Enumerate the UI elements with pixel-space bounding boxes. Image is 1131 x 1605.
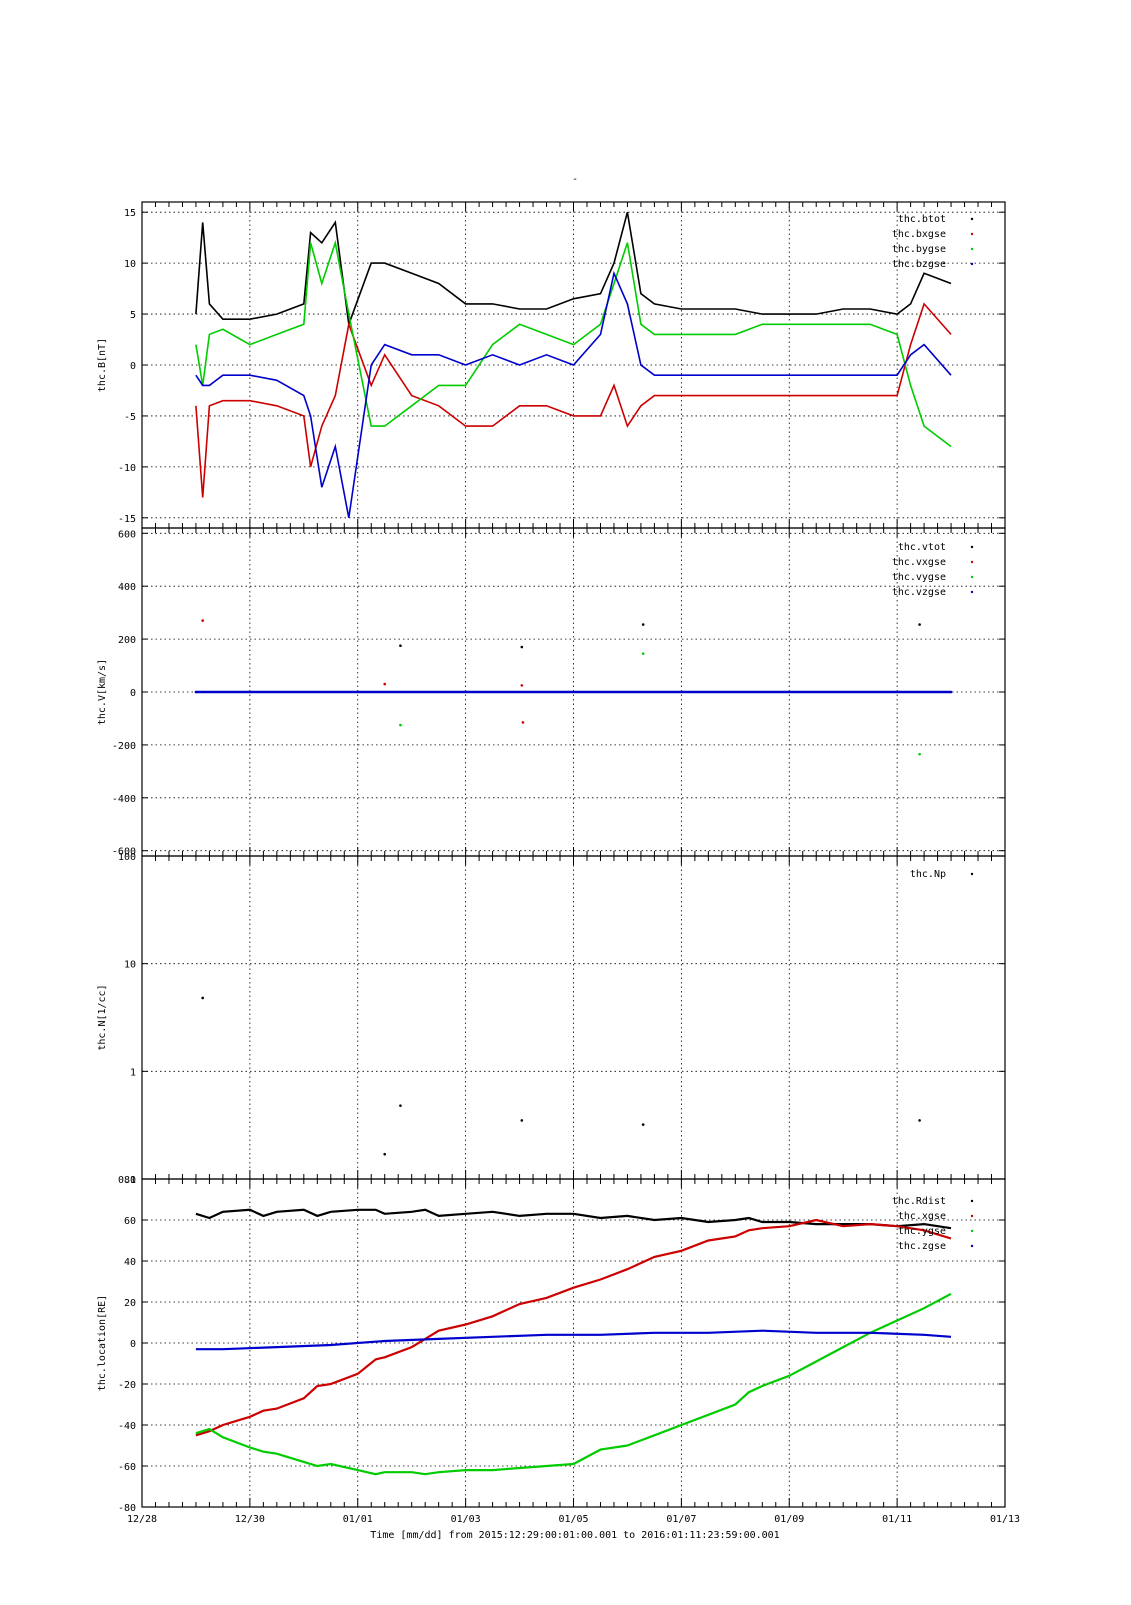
legend-marker (970, 590, 974, 594)
data-point (383, 1152, 387, 1156)
x-tick-label: 01/13 (990, 1514, 1020, 1525)
legend-label: thc.vygse (892, 572, 946, 583)
series-line-thc-bxgse (195, 302, 952, 498)
x-tick-label: 01/05 (558, 1514, 588, 1525)
series-line-thc-bygse (195, 239, 952, 448)
series-line-thc-xgse (195, 1218, 952, 1437)
y-tick-label: 15 (124, 208, 136, 219)
y-tick-label: 60 (124, 1216, 136, 1227)
legend-label: thc.Np (910, 869, 946, 880)
legend-label: thc.zgse (898, 1241, 946, 1252)
data-point (641, 623, 645, 626)
series-line-thc-Rdist (195, 1208, 952, 1230)
y-tick-label: 100 (118, 852, 136, 863)
data-point (520, 645, 524, 649)
legend-label: thc.vtot (898, 542, 946, 553)
legend-label: thc.vzgse (892, 587, 946, 598)
x-tick-label: 12/28 (127, 1514, 157, 1525)
y-axis-label: thc.N[1/cc] (97, 984, 108, 1050)
legend-label: thc.vxgse (892, 557, 946, 568)
legend-marker (970, 575, 974, 579)
x-tick-label: 01/07 (666, 1514, 696, 1525)
x-axis-label: Time [mm/dd] from 2015:12:29:00:01:00.00… (370, 1530, 779, 1541)
series-line-thc-bzgse (195, 270, 952, 518)
y-tick-label: 0 (130, 1339, 136, 1350)
y-tick-label: -600 (112, 847, 136, 858)
data-point (520, 1119, 524, 1122)
y-tick-label: 400 (118, 582, 136, 593)
y-tick-label: -200 (112, 741, 136, 752)
series-line-thc-ygse (195, 1292, 952, 1476)
y-tick-label: -60 (118, 1462, 136, 1473)
y-axis-label: thc.B[nT] (97, 338, 108, 392)
legend-marker (970, 560, 974, 564)
y-tick-label: -80 (118, 1503, 136, 1514)
y-axis-label: thc.location[RE] (97, 1295, 108, 1391)
y-tick-label: -40 (118, 1421, 136, 1432)
data-point (399, 644, 402, 648)
data-point (194, 690, 198, 694)
legend-marker (970, 247, 974, 251)
y-tick-label: 1 (130, 1067, 136, 1078)
y-tick-label: 200 (118, 635, 136, 646)
series-line-thc-zgse (195, 1329, 952, 1351)
legend-label: thc.Rdist (892, 1196, 946, 1207)
panel-frame (141, 1178, 1006, 1508)
x-tick-label: 01/01 (343, 1514, 373, 1525)
legend-marker (970, 262, 974, 266)
legend-marker (970, 1229, 974, 1233)
y-tick-label: -15 (118, 514, 136, 525)
legend-marker (970, 1214, 974, 1218)
y-tick-label: 10 (124, 259, 136, 270)
data-point (918, 623, 921, 626)
data-point (641, 652, 645, 655)
legend-label: thc.bzgse (892, 259, 946, 270)
y-tick-label: 10 (124, 960, 136, 971)
legend-label: thc.bxgse (892, 229, 946, 240)
x-tick-label: 12/30 (235, 1514, 265, 1525)
y-tick-label: 40 (124, 1257, 136, 1268)
x-tick-label: 01/09 (774, 1514, 804, 1525)
legend-label: thc.bygse (892, 244, 946, 255)
data-point (520, 684, 524, 687)
legend-marker (970, 217, 974, 221)
y-tick-label: 20 (124, 1298, 136, 1309)
y-axis-label: thc.V[km/s] (97, 659, 108, 725)
data-point (201, 996, 204, 1000)
legend-label: thc.ygse (898, 1226, 946, 1237)
data-point (641, 1123, 645, 1126)
y-tick-label: 600 (118, 529, 136, 540)
legend-label: thc.btot (898, 214, 946, 225)
y-tick-label: -400 (112, 794, 136, 805)
x-tick-label: 01/03 (451, 1514, 481, 1525)
data-point (918, 1119, 921, 1122)
data-point (521, 721, 525, 724)
y-tick-label: 5 (130, 310, 136, 321)
legend-marker (970, 1199, 974, 1203)
legend-marker (970, 1244, 974, 1248)
data-point (949, 690, 953, 694)
x-tick-label: 01/11 (882, 1514, 912, 1525)
legend-marker (970, 232, 974, 236)
legend-label: thc.xgse (898, 1211, 946, 1222)
y-tick-label: -20 (118, 1380, 136, 1391)
data-point (399, 1104, 402, 1107)
data-point (399, 723, 402, 727)
data-point (201, 619, 204, 622)
legend-marker (970, 545, 974, 549)
chart-title-mark: - (572, 174, 578, 185)
y-tick-label: -5 (124, 412, 136, 423)
y-tick-label: -10 (118, 463, 136, 474)
series-line-thc-btot (195, 211, 952, 325)
y-tick-label: 0 (130, 361, 136, 372)
y-tick-label: 0 (130, 688, 136, 699)
data-point (918, 752, 921, 756)
y-tick-label: 80 (124, 1175, 136, 1186)
legend-marker (970, 872, 974, 876)
data-point (383, 682, 387, 686)
y-tick-label: 0.1 (118, 1175, 136, 1186)
